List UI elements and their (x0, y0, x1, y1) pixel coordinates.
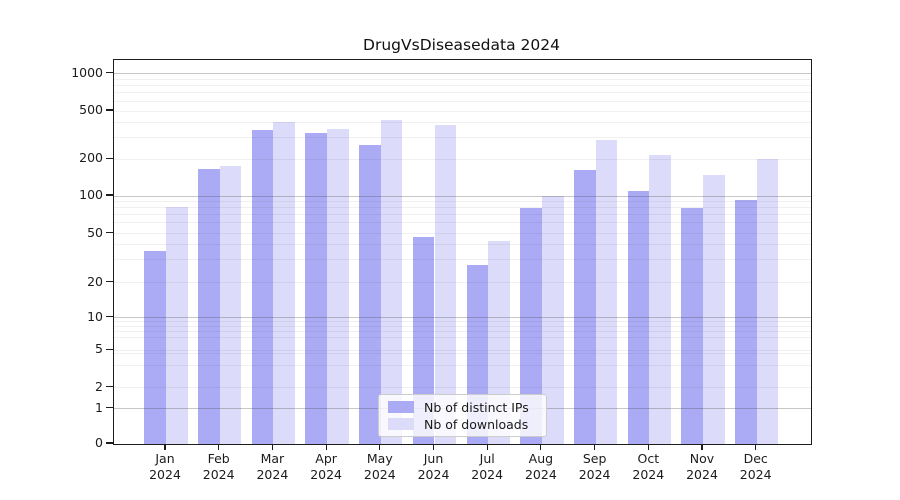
gridline (114, 121, 811, 123)
x-tick-label-mar: Mar 2024 (256, 451, 289, 482)
bar-distinct-ips-may (359, 145, 381, 444)
bar-downloads-jan (166, 207, 188, 444)
gridline (114, 79, 811, 81)
gridline (114, 85, 811, 87)
x-tick-mark (701, 444, 703, 450)
x-tick-mark (325, 444, 327, 450)
y-tick-mark (106, 194, 113, 196)
x-tick-label-dec: Dec 2024 (739, 451, 772, 482)
bar-distinct-ips-nov (681, 208, 703, 444)
y-tick-mark (106, 72, 113, 74)
y-tick-label: 100 (79, 187, 103, 202)
legend-item-downloads: Nb of downloads (388, 416, 538, 432)
bar-distinct-ips-sep (573, 170, 596, 444)
x-tick-label-aug: Aug 2024 (524, 451, 557, 482)
bar-downloads-nov (703, 175, 725, 444)
bar-downloads-dec (756, 158, 779, 444)
bar-downloads-oct (649, 154, 671, 444)
bar-distinct-ips-feb (198, 169, 220, 444)
y-tick-label: 20 (87, 273, 103, 289)
y-tick-mark (106, 109, 113, 111)
y-tick-mark (106, 232, 113, 234)
y-tick-mark (106, 407, 113, 409)
plot-area (113, 59, 812, 445)
x-tick-label-apr: Apr 2024 (310, 451, 342, 482)
x-tick-mark (540, 444, 542, 450)
bar-downloads-may (380, 120, 403, 444)
bar-downloads-apr (327, 129, 349, 444)
gridline (114, 73, 811, 75)
x-tick-label-feb: Feb 2024 (202, 451, 235, 482)
bar-downloads-mar (273, 122, 296, 444)
chart-title: DrugVsDiseasedata 2024 (363, 36, 560, 54)
y-tick-label: 500 (79, 102, 103, 117)
bar-distinct-ips-oct (627, 191, 650, 444)
legend-label-downloads: Nb of downloads (424, 416, 529, 432)
bar-distinct-ips-aug (520, 208, 542, 444)
legend-label-distinct-ips: Nb of distinct IPs (424, 399, 529, 415)
legend-swatch-distinct-ips-icon (388, 401, 414, 413)
x-tick-label-sep: Sep 2024 (578, 451, 611, 482)
bar-downloads-jun (434, 125, 457, 444)
x-tick-mark (218, 444, 220, 450)
gridline (114, 100, 811, 102)
x-tick-mark (164, 444, 166, 450)
legend-swatch-downloads-icon (388, 418, 414, 430)
bar-distinct-ips-apr (305, 132, 328, 444)
x-tick-label-jun: Jun 2024 (417, 451, 450, 482)
x-tick-mark (379, 444, 381, 450)
gridline (114, 137, 811, 139)
y-tick-mark (106, 157, 113, 159)
y-tick-label: 5 (95, 341, 103, 357)
y-tick-label: 2 (95, 378, 103, 394)
x-tick-mark (647, 444, 649, 450)
bar-downloads-jul (488, 240, 510, 444)
y-tick-label: 200 (79, 150, 103, 166)
x-tick-label-jan: Jan 2024 (149, 451, 181, 482)
y-tick-mark (106, 316, 113, 318)
y-tick-label: 1 (95, 399, 103, 415)
gridline (114, 92, 811, 94)
x-tick-mark (486, 444, 488, 450)
x-tick-mark (755, 444, 757, 450)
x-tick-label-may: May 2024 (363, 451, 396, 482)
x-tick-mark (432, 444, 435, 450)
x-tick-label-oct: Oct 2024 (632, 451, 665, 482)
gridline (114, 110, 811, 112)
x-tick-label-nov: Nov 2024 (686, 451, 718, 482)
gridline (114, 158, 811, 160)
bar-distinct-ips-dec (735, 199, 757, 444)
x-tick-mark (594, 444, 596, 450)
y-tick-mark (106, 386, 113, 388)
y-tick-label: 1000 (71, 64, 103, 80)
bar-distinct-ips-mar (251, 130, 274, 444)
x-tick-mark (271, 444, 273, 450)
x-tick-label-jul: Jul 2024 (471, 451, 504, 482)
bar-downloads-sep (595, 140, 618, 444)
y-tick-label: 10 (87, 308, 103, 324)
y-tick-label: 0 (95, 435, 103, 450)
bar-distinct-ips-jun (412, 236, 435, 444)
y-tick-mark (106, 281, 113, 283)
y-tick-label: 50 (87, 224, 103, 240)
y-tick-mark (106, 442, 113, 444)
bar-downloads-feb (219, 165, 242, 444)
legend: Nb of distinct IPs Nb of downloads (378, 394, 547, 437)
bar-downloads-aug (541, 196, 564, 444)
legend-item-distinct-ips: Nb of distinct IPs (388, 399, 538, 415)
bar-distinct-ips-jan (144, 251, 166, 444)
y-tick-mark (106, 348, 113, 350)
